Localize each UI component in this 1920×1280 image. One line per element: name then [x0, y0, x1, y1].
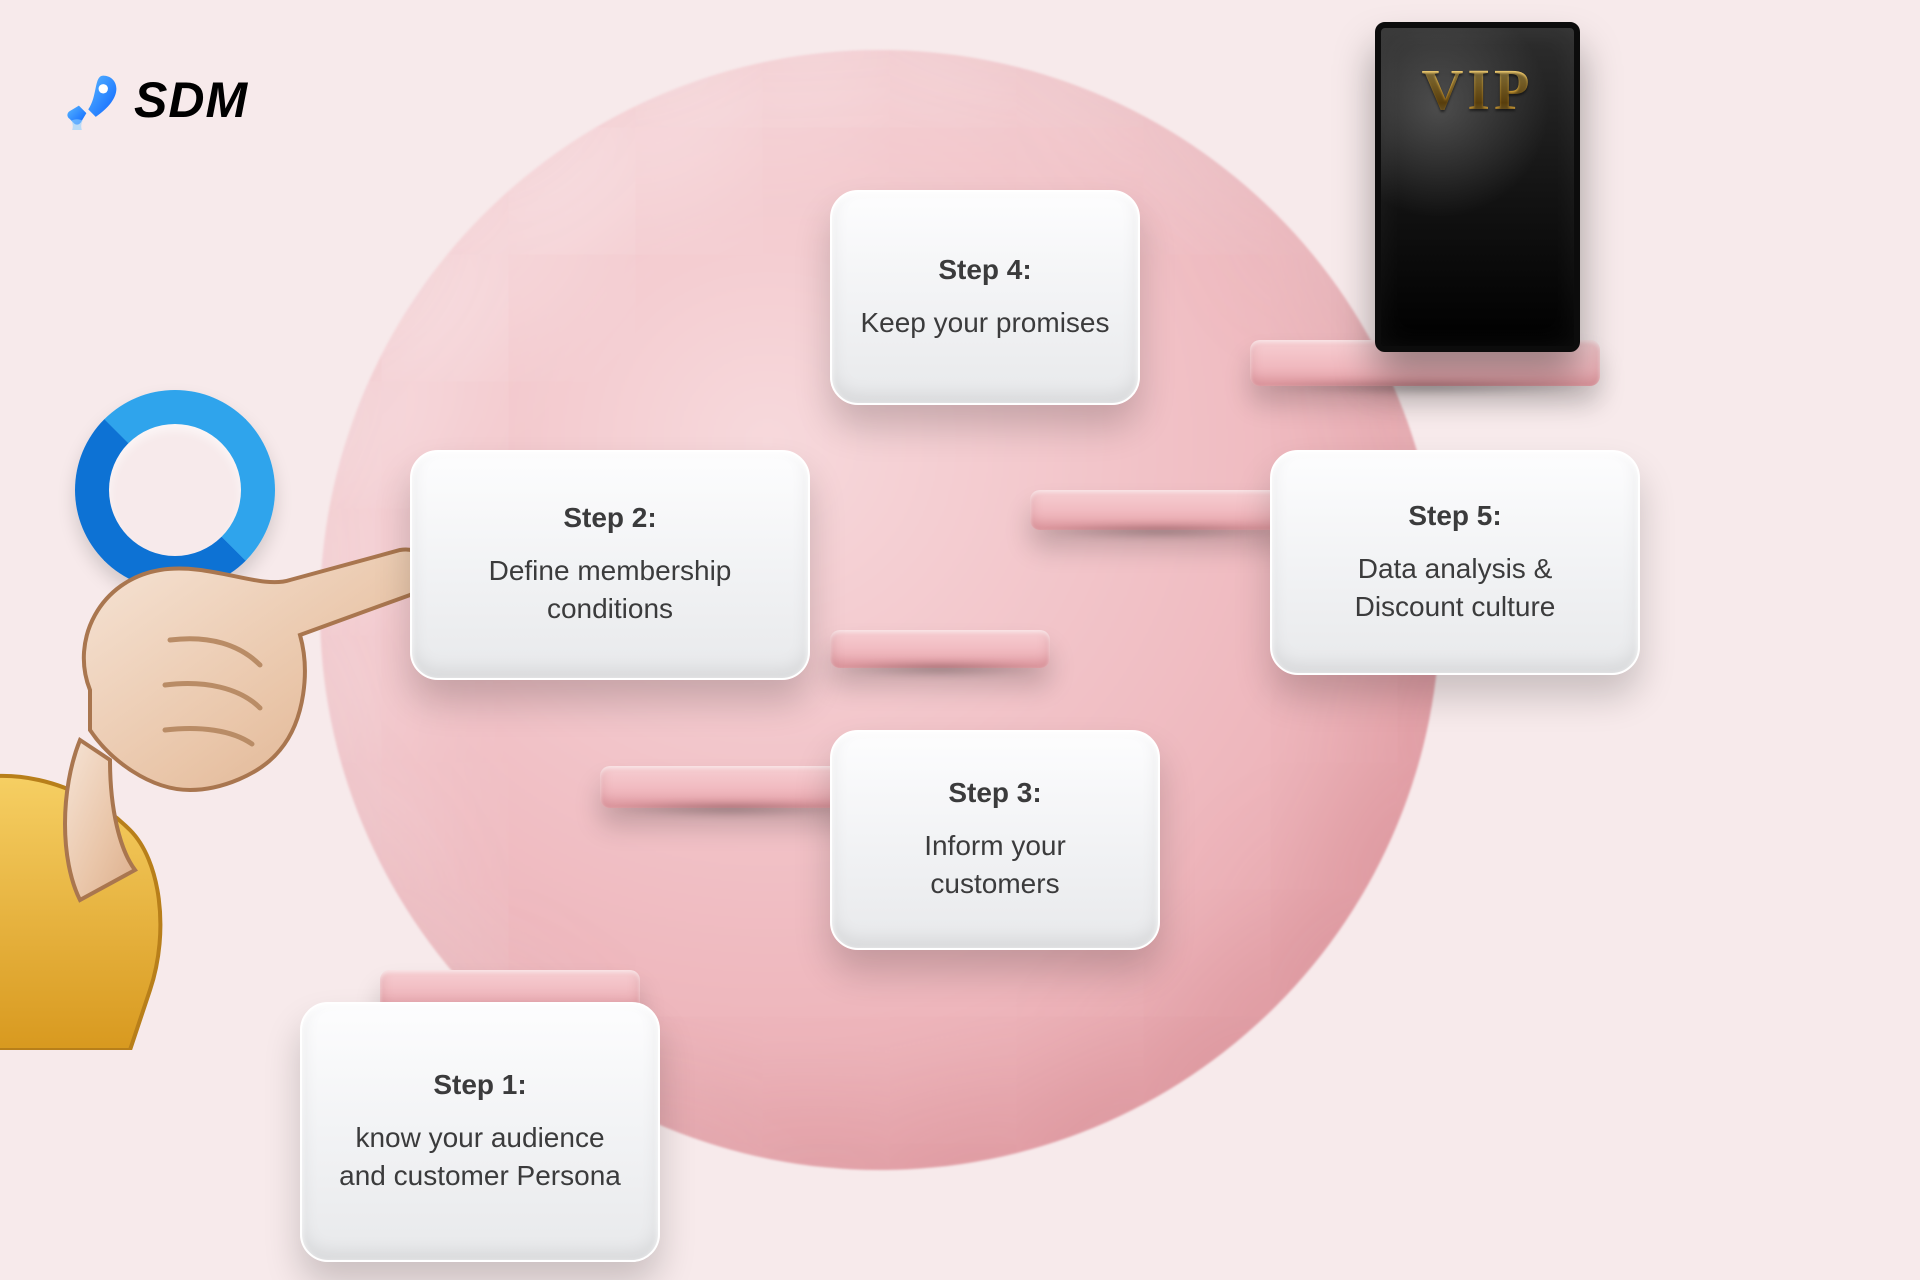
step-card-4: Step 4: Keep your promises — [830, 190, 1140, 405]
rocket-icon — [62, 70, 122, 130]
infographic-canvas: SDM Step 1: know your audience and custo… — [0, 0, 1920, 1280]
step-card-5: Step 5: Data analysis & Discount culture — [1270, 450, 1640, 675]
brand-logo: SDM — [62, 70, 248, 130]
step-label: Step 2: — [563, 502, 656, 534]
step-body: know your audience and customer Persona — [330, 1119, 630, 1195]
pointing-hand-icon — [0, 430, 420, 1050]
vip-plaque: VIP — [1375, 22, 1580, 352]
step-body: Data analysis & Discount culture — [1300, 550, 1610, 626]
step-card-2: Step 2: Define membership conditions — [410, 450, 810, 680]
step-card-3: Step 3: Inform your customers — [830, 730, 1160, 950]
step-body: Define membership conditions — [440, 552, 780, 628]
step-body: Inform your customers — [860, 827, 1130, 903]
step-card-1: Step 1: know your audience and customer … — [300, 1002, 660, 1262]
ledge-2 — [600, 766, 860, 808]
ledge-4 — [1030, 490, 1290, 530]
ledge-3 — [830, 630, 1050, 668]
step-label: Step 5: — [1408, 500, 1501, 532]
step-body: Keep your promises — [860, 304, 1109, 342]
step-label: Step 4: — [938, 254, 1031, 286]
step-label: Step 3: — [948, 777, 1041, 809]
step-label: Step 1: — [433, 1069, 526, 1101]
vip-text: VIP — [1422, 56, 1534, 123]
brand-text: SDM — [134, 71, 248, 129]
